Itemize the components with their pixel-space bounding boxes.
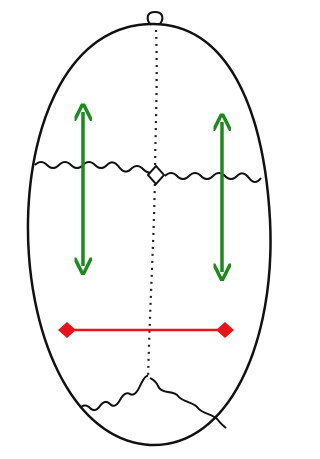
sagittal-suture [148, 30, 157, 380]
red-end-right [216, 322, 234, 338]
page [0, 0, 284, 459]
coronal-suture [35, 162, 261, 182]
skull-outline [28, 24, 271, 445]
skull-diagram [0, 0, 284, 459]
bregma [148, 166, 164, 184]
lambdoid-suture [80, 376, 226, 428]
red-end-left [58, 322, 76, 338]
